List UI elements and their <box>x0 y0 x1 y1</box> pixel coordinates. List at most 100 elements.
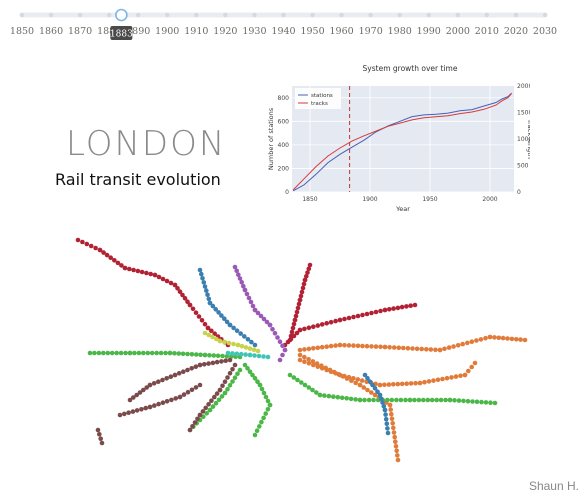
station-dot <box>93 245 98 251</box>
station-dot <box>247 369 253 374</box>
slider-tick[interactable] <box>455 12 461 18</box>
station-dot <box>395 457 401 463</box>
station-dot <box>210 360 216 366</box>
station-dot <box>252 353 257 358</box>
station-dot <box>201 280 207 285</box>
station-dot <box>88 243 94 249</box>
station-dot <box>333 318 338 324</box>
slider-tick[interactable] <box>223 12 228 18</box>
station-dot <box>360 343 365 349</box>
station-dot <box>384 421 390 427</box>
station-dot <box>123 350 128 356</box>
station-dot <box>377 392 383 398</box>
slider-tick[interactable] <box>194 12 199 18</box>
slider-tick[interactable] <box>252 12 257 18</box>
station-dot <box>144 270 149 276</box>
station-dot <box>169 397 174 403</box>
slider-tick[interactable] <box>165 12 170 18</box>
rail-line-red <box>287 262 313 343</box>
rail-line-blue <box>362 372 391 436</box>
station-dot <box>298 293 304 299</box>
slider-tick[interactable] <box>368 12 373 18</box>
station-dot <box>383 412 388 417</box>
station-dot <box>404 304 409 309</box>
station-dot <box>275 335 280 340</box>
station-dot <box>261 354 266 359</box>
station-dot <box>211 353 217 358</box>
slider-handle[interactable] <box>115 8 128 22</box>
station-dot <box>168 280 174 286</box>
station-dot <box>210 334 215 340</box>
station-dot <box>339 395 345 401</box>
station-dot <box>198 352 203 358</box>
slider-tick[interactable] <box>542 12 548 18</box>
station-dot <box>75 237 81 243</box>
station-dot <box>404 381 410 386</box>
station-dot <box>360 312 365 318</box>
station-dot <box>302 354 307 360</box>
station-dot <box>342 316 347 322</box>
station-dot <box>216 310 221 315</box>
station-dot <box>237 276 243 281</box>
slider-tick[interactable] <box>397 12 402 18</box>
station-dot <box>306 325 312 331</box>
station-dot <box>239 343 245 349</box>
station-dot <box>151 381 157 386</box>
station-dot <box>213 307 218 312</box>
slider-tick[interactable] <box>484 12 490 18</box>
station-dot <box>115 260 121 266</box>
station-dot <box>431 378 436 383</box>
station-dot <box>469 364 475 370</box>
slider-tick[interactable] <box>136 12 141 18</box>
slider-year-label: 1940 <box>271 26 295 37</box>
slider-tick[interactable] <box>513 12 519 18</box>
station-dot <box>391 382 396 387</box>
slider-tick[interactable] <box>426 12 431 18</box>
slider-tick[interactable] <box>281 12 286 18</box>
station-dot <box>180 292 185 298</box>
slider-tick[interactable] <box>310 12 315 18</box>
station-dot <box>217 338 223 344</box>
station-dot <box>200 409 206 414</box>
station-dot <box>195 416 200 422</box>
station-dot <box>80 239 85 245</box>
station-dot <box>230 366 235 372</box>
station-dot <box>245 366 250 371</box>
station-dot <box>152 272 158 278</box>
station-dot <box>297 347 303 353</box>
station-dot <box>413 380 418 386</box>
slider-tick[interactable] <box>339 12 344 18</box>
station-dot <box>270 326 275 332</box>
station-dot <box>474 399 480 405</box>
station-dot <box>509 336 515 342</box>
station-dot <box>200 276 205 281</box>
station-dot <box>492 335 497 340</box>
city-title: LONDON <box>66 124 227 164</box>
slider-tick[interactable] <box>77 12 83 18</box>
station-dot <box>306 266 312 272</box>
station-dot <box>185 367 190 373</box>
station-dot <box>101 350 106 356</box>
station-dot <box>232 264 238 270</box>
slider-year-label: 1980 <box>388 26 412 37</box>
station-dot <box>361 385 367 390</box>
station-dot <box>122 411 127 417</box>
station-dot <box>326 393 332 399</box>
slider-tick[interactable] <box>106 12 112 18</box>
station-dot <box>364 311 370 317</box>
station-dot <box>302 382 308 388</box>
station-dot <box>243 352 248 357</box>
station-dot <box>92 350 97 356</box>
slider-tick[interactable] <box>48 12 54 18</box>
station-dot <box>238 351 244 357</box>
station-dot <box>302 347 307 352</box>
station-dot <box>306 357 311 362</box>
station-dot <box>190 306 196 312</box>
station-dot <box>351 314 356 320</box>
station-dot <box>160 276 166 282</box>
year-slider[interactable]: 1850 1860 1870 1880 1890 1900 1910 1920 1930 1940… <box>0 0 587 46</box>
station-dot <box>357 397 363 403</box>
slider-tick[interactable] <box>19 12 25 18</box>
station-dot <box>324 321 330 326</box>
station-dot <box>144 385 149 390</box>
